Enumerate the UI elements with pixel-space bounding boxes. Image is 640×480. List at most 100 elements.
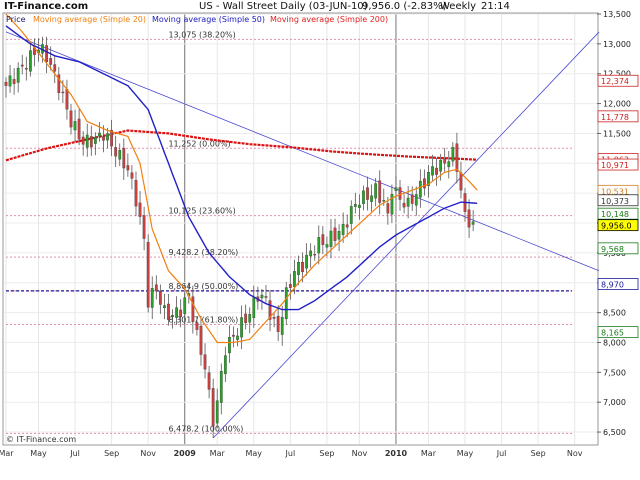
candle-up — [171, 315, 174, 317]
price-tag-label: 12,374 — [601, 77, 629, 86]
x-tick-label: Jul — [69, 449, 80, 458]
candle-up — [329, 230, 333, 247]
ma-lines — [5, 13, 478, 344]
x-tick-label: 2010 — [385, 449, 408, 458]
candle-down — [130, 172, 134, 179]
candles-layer — [4, 36, 475, 438]
candle-up — [431, 166, 434, 176]
candle-up — [248, 314, 252, 323]
plot-area — [2, 12, 599, 446]
site-logo: IT-Finance.com — [4, 1, 88, 12]
candle-up — [370, 195, 373, 202]
price-tag-box — [597, 110, 639, 123]
candle-up — [215, 400, 219, 424]
price-tag-box — [597, 278, 639, 290]
y-tick-label: 13,000 — [603, 40, 631, 49]
y-tick-label: 7,000 — [603, 398, 626, 407]
candle-down — [191, 296, 195, 322]
legend-price: Price — [6, 15, 26, 24]
candle-up — [362, 190, 365, 204]
fib-label: 10,125 (23.60%) — [168, 207, 235, 216]
fib-label: 8,864.9 (50.00%) — [168, 282, 238, 291]
price-tag-label: 8,970 — [601, 281, 624, 290]
price-tag-box — [597, 242, 639, 255]
candle-down — [20, 64, 24, 67]
candle-down — [301, 262, 304, 273]
x-tick-label: May — [457, 449, 474, 458]
candle-up — [337, 231, 341, 240]
candle-up — [358, 204, 361, 208]
y-tick-label: 7,500 — [603, 368, 626, 377]
candle-up — [390, 194, 394, 215]
fib-label: 9,428.2 (38.20%) — [168, 248, 238, 257]
y-tick-label: 8,500 — [603, 309, 626, 318]
candle-down — [114, 147, 118, 157]
candle-down — [110, 129, 113, 147]
candle-down — [102, 136, 105, 141]
x-tick-label: Mar — [0, 449, 14, 458]
candle-down — [467, 209, 471, 228]
price-tag-box — [597, 219, 639, 232]
x-tick-label: Jul — [496, 449, 507, 458]
candle-up — [414, 194, 418, 206]
candle-up — [382, 200, 386, 202]
candle-down — [4, 81, 8, 86]
candle-down — [53, 64, 57, 72]
candle-down — [276, 315, 280, 332]
candle-up — [175, 307, 178, 318]
candle-down — [203, 354, 207, 370]
candle-up — [29, 50, 32, 72]
candle-down — [12, 79, 16, 84]
price-tag-box — [597, 326, 639, 339]
clock: 21:14 — [481, 1, 510, 12]
candle-up — [236, 335, 239, 340]
price-tag-label: 10,531 — [601, 187, 629, 196]
price-tag-label: 9,568 — [601, 245, 624, 254]
candle-down — [333, 227, 337, 241]
candle-up — [280, 316, 284, 335]
x-tick-label: Sep — [531, 449, 546, 458]
legend-ma200: Moving average (Simple 200) — [270, 15, 388, 24]
candle-up — [73, 121, 77, 131]
candle-down — [207, 372, 211, 390]
candle-up — [93, 136, 97, 144]
fib-label: 11,252 (0.00%) — [168, 139, 230, 148]
candle-down — [288, 284, 292, 288]
candle-up — [374, 183, 378, 199]
x-tick-label: Sep — [104, 449, 119, 458]
fib-label: 13,075 (38.20%) — [168, 30, 235, 39]
candle-down — [195, 322, 199, 330]
candle-down — [49, 58, 53, 65]
legend: Price Moving average (Simple 20) Moving … — [6, 15, 388, 24]
candle-down — [65, 89, 69, 110]
candle-down — [264, 296, 268, 298]
legend-ma50: Moving average (Simple 50) — [152, 15, 265, 24]
y-tick-label: 12,000 — [603, 100, 631, 109]
ma20-path — [5, 13, 478, 344]
candle-up — [394, 187, 398, 191]
candle-down — [57, 74, 61, 93]
candle-down — [244, 313, 248, 323]
candle-down — [211, 388, 215, 427]
y-tick-label: 13,500 — [603, 10, 631, 19]
candle-down — [410, 194, 414, 204]
candle-down — [89, 136, 93, 148]
x-tick-label: 2009 — [174, 449, 197, 458]
x-tick-label: Mar — [210, 449, 226, 458]
x-tick-label: Jul — [285, 449, 296, 458]
candle-up — [228, 337, 231, 354]
candle-down — [435, 167, 438, 175]
candle-up — [8, 75, 12, 87]
y-tick-label: 11,500 — [603, 129, 631, 138]
ma50-path — [5, 25, 478, 311]
candle-up — [325, 244, 329, 248]
candle-up — [118, 150, 122, 160]
candle-down — [126, 165, 130, 171]
x-tick-label: Sep — [319, 449, 334, 458]
candle-down — [268, 300, 272, 320]
candle-up — [252, 297, 256, 318]
candle-down — [423, 178, 426, 189]
candle-down — [24, 68, 28, 70]
trendline — [5, 31, 600, 272]
